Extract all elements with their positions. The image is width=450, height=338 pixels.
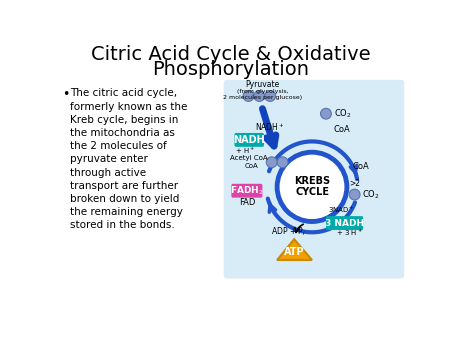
Circle shape xyxy=(243,91,254,101)
Text: CoA: CoA xyxy=(245,163,258,169)
Text: NADH$^+$: NADH$^+$ xyxy=(255,122,284,134)
Text: Acetyl CoA: Acetyl CoA xyxy=(230,155,267,161)
Polygon shape xyxy=(277,239,312,260)
Text: + 3 H$^+$: + 3 H$^+$ xyxy=(336,228,363,238)
Text: FADH$_2$: FADH$_2$ xyxy=(230,185,264,197)
Circle shape xyxy=(277,157,288,168)
FancyBboxPatch shape xyxy=(224,80,404,279)
Text: ATP: ATP xyxy=(284,247,305,257)
Text: The citric acid cycle,
formerly known as the
Kreb cycle, begins in
the mitochond: The citric acid cycle, formerly known as… xyxy=(70,88,188,230)
Circle shape xyxy=(265,91,275,101)
Text: Pyruvate: Pyruvate xyxy=(245,80,279,89)
Circle shape xyxy=(320,108,331,119)
FancyBboxPatch shape xyxy=(231,184,262,198)
Circle shape xyxy=(277,152,347,221)
Circle shape xyxy=(349,189,360,200)
Circle shape xyxy=(266,157,277,168)
Text: •: • xyxy=(63,88,70,101)
Text: CoA: CoA xyxy=(334,125,351,134)
FancyBboxPatch shape xyxy=(326,216,363,230)
Text: CoA: CoA xyxy=(352,162,369,171)
Text: 3 NADH: 3 NADH xyxy=(325,219,364,227)
Text: CO$_2$: CO$_2$ xyxy=(362,188,379,201)
Text: KREBS: KREBS xyxy=(294,176,330,187)
Text: 2 molecules per glucose): 2 molecules per glucose) xyxy=(223,95,302,100)
Text: NADH: NADH xyxy=(234,135,265,145)
Text: 3NAD$^+$: 3NAD$^+$ xyxy=(328,205,354,215)
Circle shape xyxy=(254,91,265,101)
Text: ADP + P$_i$: ADP + P$_i$ xyxy=(271,225,306,238)
Text: FAD: FAD xyxy=(238,198,255,207)
Text: CYCLE: CYCLE xyxy=(295,187,329,197)
Text: Phosphorylation: Phosphorylation xyxy=(152,60,309,79)
Text: >2: >2 xyxy=(349,178,360,188)
FancyBboxPatch shape xyxy=(234,133,264,147)
Text: (from glycolysis,: (from glycolysis, xyxy=(237,90,288,94)
Text: Citric Acid Cycle & Oxidative: Citric Acid Cycle & Oxidative xyxy=(91,45,370,64)
Text: CO$_2$: CO$_2$ xyxy=(334,107,351,120)
Text: + H$^+$: + H$^+$ xyxy=(235,146,255,156)
